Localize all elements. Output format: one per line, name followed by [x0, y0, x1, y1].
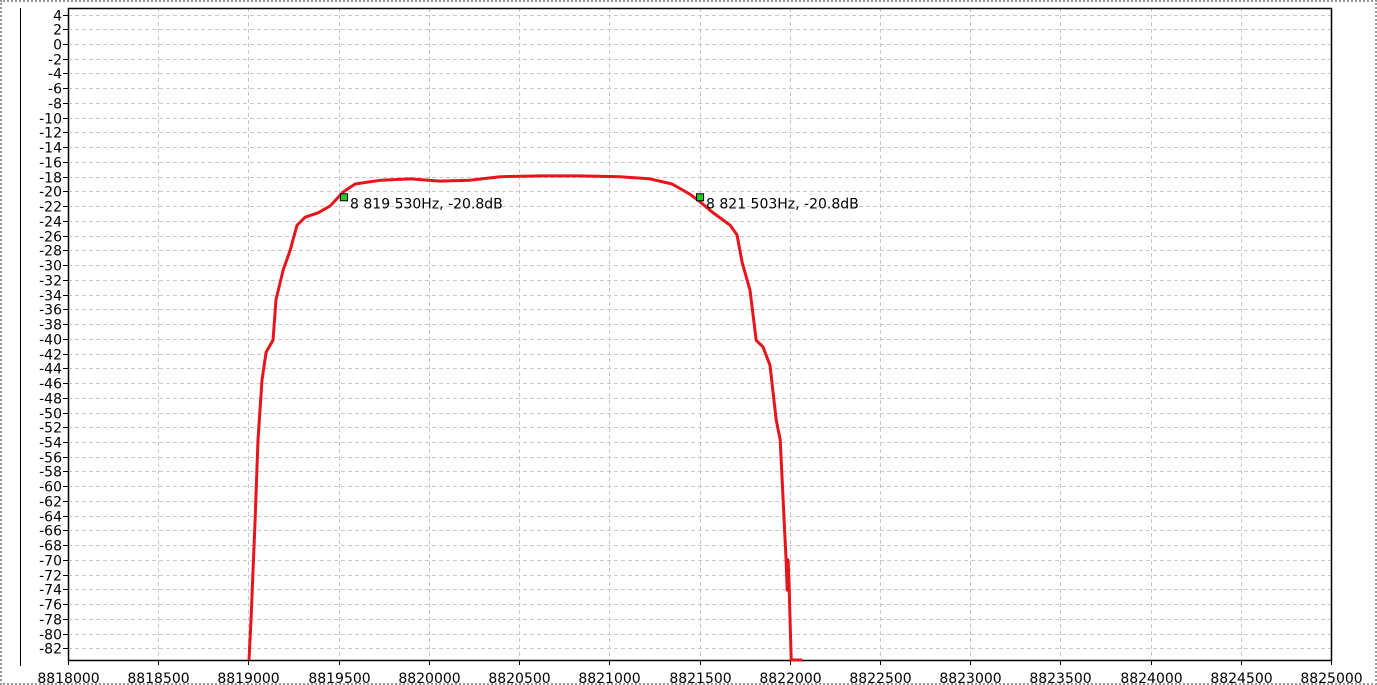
y-tick-label: -30	[39, 259, 62, 275]
x-tick-label: 8824500	[1210, 671, 1272, 685]
y-tick-label: 4	[53, 9, 62, 25]
y-tick-label: -12	[39, 126, 62, 142]
x-tick-label: 8824000	[1120, 671, 1182, 685]
y-tick-label: -36	[39, 303, 62, 319]
y-tick-label: -72	[39, 569, 62, 585]
y-tick-label: -66	[39, 524, 62, 540]
grid	[68, 8, 1331, 660]
y-tick-label: -50	[39, 407, 62, 423]
y-tick-label: -26	[39, 230, 62, 246]
y-tick-label: -14	[39, 141, 62, 157]
y-tick-label: 2	[53, 23, 62, 39]
y-tick-label: -82	[39, 642, 62, 658]
x-tick-label: 8819000	[217, 671, 279, 685]
y-tick-label: -40	[39, 333, 62, 349]
y-tick-label: -8	[48, 97, 62, 113]
plot-area	[67, 7, 1333, 662]
y-tick-label: -54	[39, 436, 62, 452]
y-tick-label: -44	[39, 362, 62, 378]
y-tick-label: -16	[39, 156, 62, 172]
y-tick-label: -6	[48, 82, 62, 98]
y-tick-label: -10	[39, 112, 62, 128]
x-tick-label: 8825000	[1300, 671, 1362, 685]
x-tick-label: 8823500	[1029, 671, 1091, 685]
y-tick-label: -80	[39, 628, 62, 644]
y-tick-label: -60	[39, 480, 62, 496]
y-tick-label: -48	[39, 392, 62, 408]
y-tick-label: -58	[39, 465, 62, 481]
y-tick-label: -52	[39, 421, 62, 437]
series	[247, 174, 803, 662]
marker-label: 8 821 503Hz, -20.8dB	[706, 196, 859, 212]
x-tick-label: 8821500	[669, 671, 731, 685]
marker-point[interactable]	[340, 193, 349, 202]
x-tick-label: 8821000	[578, 671, 640, 685]
y-tick-label: -46	[39, 377, 62, 393]
x-tick-label: 8822000	[759, 671, 821, 685]
x-tick-label: 8819500	[308, 671, 370, 685]
y-tick-label: -78	[39, 613, 62, 629]
y-tick-label: -20	[39, 185, 62, 201]
y-tick-label: -56	[39, 451, 62, 467]
y-tick-label: -68	[39, 539, 62, 555]
tick-labels: 8818000 8818500 8819000 8819500 8820000 88205…	[37, 9, 1362, 685]
y-tick-label: -74	[39, 583, 62, 599]
y-tick-label: -28	[39, 244, 62, 260]
y-tick-label: -24	[39, 215, 62, 231]
y-tick-label: -22	[39, 200, 62, 216]
x-tick-label: 8818000	[37, 671, 99, 685]
marker-label: 8 819 530Hz, -20.8dB	[350, 196, 503, 212]
y-tick-label: -38	[39, 318, 62, 334]
x-tick-label: 8818500	[127, 671, 189, 685]
y-tick-label: -62	[39, 495, 62, 511]
y-tick-label: -64	[39, 510, 62, 526]
x-tick-label: 8822500	[849, 671, 911, 685]
y-tick-label: -76	[39, 598, 62, 614]
x-tick-label: 8823000	[939, 671, 1001, 685]
y-tick-label: -18	[39, 171, 62, 187]
marker-point[interactable]	[696, 193, 705, 202]
y-tick-label: 0	[53, 38, 62, 54]
y-tick-label: -4	[48, 67, 62, 83]
y-tick-label: -2	[48, 53, 62, 69]
series-line	[247, 174, 803, 662]
y-tick-label: -32	[39, 274, 62, 290]
y-tick-label: -70	[39, 554, 62, 570]
markers: 8 819 530Hz, -20.8dB 8 821 503Hz, -20.8dB	[340, 193, 859, 212]
y-tick-label: -34	[39, 289, 62, 305]
y-tick-label: -42	[39, 348, 62, 364]
x-tick-label: 8820000	[398, 671, 460, 685]
x-tick-label: 8820500	[488, 671, 550, 685]
